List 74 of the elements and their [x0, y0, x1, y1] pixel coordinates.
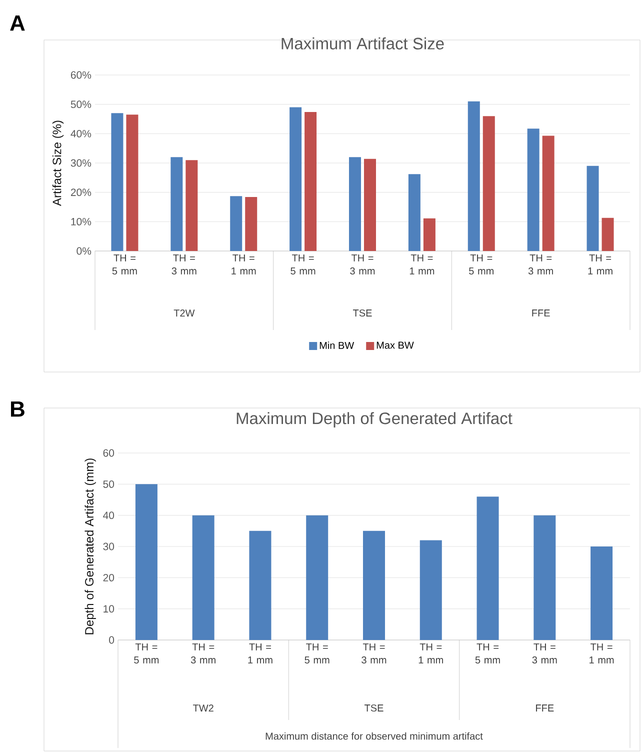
y-tick-label: 30%	[70, 159, 92, 167]
y-tick-label: 40%	[70, 130, 92, 138]
bar	[586, 166, 599, 251]
bar	[468, 101, 480, 251]
y-tick-label: 50	[103, 480, 114, 488]
bar	[363, 530, 385, 640]
bar	[306, 515, 328, 640]
x-tick-label: TH = 5 mm	[112, 254, 137, 274]
bar	[290, 107, 302, 251]
x-tick-label: TH = 1 mm	[418, 644, 443, 664]
bar	[408, 174, 420, 251]
x-tick-label: TH = 5 mm	[304, 644, 330, 664]
chart-title: Maximum Artifact Size	[282, 37, 444, 50]
bar	[126, 114, 138, 251]
text: B	[11, 402, 24, 417]
y-tick-label: 0	[109, 636, 114, 644]
x-tick-label: TH = 1 mm	[232, 254, 256, 274]
text: FFE	[536, 704, 554, 712]
x-tick-label: TH = 3 mm	[172, 254, 196, 274]
legend-label: Max BW	[376, 342, 414, 349]
y-tick-label: 20%	[70, 188, 92, 196]
y-tick-label: 0%	[76, 247, 92, 255]
bar	[186, 160, 198, 251]
chart-title: Maximum Depth of Generated Artifact	[236, 412, 512, 428]
bar	[135, 484, 158, 640]
x-tick-label: TH = 3 mm	[190, 644, 216, 664]
y-axis-title: Artifact Size (%)	[52, 120, 64, 206]
bar	[111, 113, 124, 251]
bar	[245, 197, 258, 251]
text: TSE	[352, 309, 372, 317]
x-tick-label: TH = 1 mm	[410, 254, 434, 274]
bar	[420, 540, 442, 640]
bar	[476, 496, 499, 640]
y-tick-label: 30	[103, 542, 114, 550]
bar	[249, 530, 272, 640]
y-tick-label: 10	[104, 605, 114, 613]
y-tick-label: 60%	[70, 71, 92, 79]
x-tick-label: TH = 3 mm	[528, 254, 553, 274]
y-tick-label: 50%	[70, 100, 92, 108]
x-tick-label: TH = 5 mm	[469, 254, 494, 274]
bar	[364, 158, 376, 251]
text: A	[10, 16, 25, 31]
bar	[542, 136, 554, 251]
bar	[170, 157, 183, 251]
x-tick-label: TH = 1 mm	[588, 254, 612, 274]
text: FFE	[532, 310, 550, 316]
x-tick-label: TH = 1 mm	[248, 644, 272, 664]
y-tick-label: 20	[103, 574, 114, 582]
text: TW2	[193, 704, 214, 712]
x-tick-label: TH = 3 mm	[350, 254, 375, 274]
bar	[602, 218, 614, 251]
x-tick-label: TH = 3 mm	[532, 644, 557, 664]
bar	[349, 157, 361, 251]
bar	[534, 515, 556, 640]
bar	[590, 546, 613, 640]
y-tick-label: 10%	[71, 218, 92, 226]
x-tick-label: TH = 5 mm	[475, 644, 500, 664]
legend-label: Min BW	[320, 342, 354, 349]
bar	[482, 116, 495, 251]
y-axis-title: Depth of Generated Artifact (mm)	[84, 458, 96, 634]
x-tick-label: TH = 5 mm	[134, 644, 159, 664]
x-tick-label: TH = 5 mm	[290, 254, 316, 274]
bar	[230, 196, 242, 251]
x-axis-title: Maximum distance for observed minimum artifact	[266, 732, 483, 740]
text: TSE	[364, 704, 384, 712]
y-tick-label: 60	[103, 449, 114, 457]
bar	[192, 515, 214, 640]
x-tick-label: TH = 3 mm	[362, 644, 386, 664]
y-tick-label: 40	[103, 512, 114, 520]
text: T2W	[174, 310, 195, 316]
bar	[527, 128, 540, 251]
bar	[423, 218, 436, 251]
x-tick-label: TH = 1 mm	[590, 644, 614, 664]
bar	[304, 112, 317, 251]
